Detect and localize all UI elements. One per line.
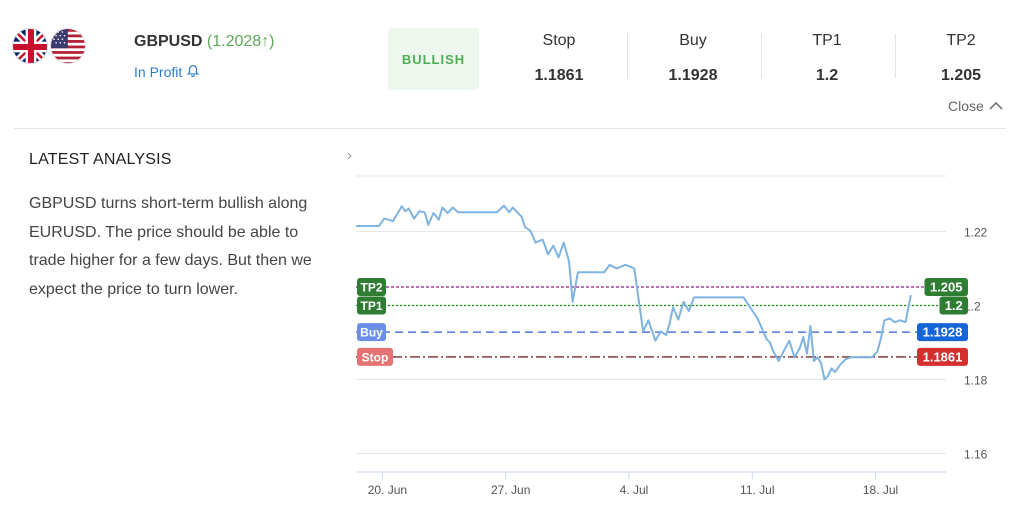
us-flag-icon [50,28,86,64]
y-tick-label: 1.16 [964,448,988,462]
level-badge-label: TP2 [360,281,382,295]
price-chart: 1.22 1.2 1.18 1.16 20. Jun 27. Jun 4. Jul 11. J… [347,152,988,497]
profit-status[interactable]: In Profit [134,63,200,80]
stop-label: Stop [542,32,576,49]
close-label: Close [948,98,984,114]
bell-icon[interactable] [186,63,200,80]
level-value-badge-tp2 [924,278,968,296]
tp2-level: TP2 1.205 [894,32,1024,85]
divider [895,34,896,78]
signal-badge: BULLISH [388,28,479,90]
level-badge-label: Buy [360,326,383,340]
analysis-text: GBPUSD turns short-term bullish along EU… [29,195,312,298]
tp2-value: 1.205 [940,67,982,84]
price-line [356,204,912,381]
x-tick-label: 20. Jun [368,483,407,497]
uk-flag-icon [12,28,48,64]
currency-flags [12,28,92,68]
pair-title: GBPUSD (1.2028↑) [134,33,275,51]
level-value-badge-buy [917,323,968,342]
chevron-right-icon[interactable] [347,152,352,160]
level-value-label: 1.1861 [923,349,963,364]
y-tick-label: 1.18 [964,374,988,388]
level-badge-label: TP1 [360,299,382,313]
level-badge-label: Stop [362,350,389,364]
divider [627,34,628,78]
pair-price: (1.2028↑) [206,33,275,50]
y-tick-label: 1.2 [964,300,981,314]
tp1-label: TP1 [812,32,842,49]
level-value-label: 1.205 [930,280,963,295]
level-value-badge-tp1 [939,296,968,315]
analysis-title: LATEST ANALYSIS [29,151,172,168]
x-tick-label: 18. Jul [863,483,898,497]
header-divider [14,128,1006,129]
tp1-value: 1.2 [815,67,839,84]
stop-value: 1.1861 [534,67,584,84]
level-badge-stop [357,347,393,366]
x-tick-label: 11. Jul [740,483,774,497]
buy-level: Buy 1.1928 [626,32,760,85]
level-badge-tp2 [357,278,386,296]
y-tick-label: 1.22 [964,226,988,240]
level-value-badge-stop [917,347,968,366]
status-label: In Profit [134,63,183,80]
tp2-label: TP2 [946,32,976,49]
close-button[interactable]: Close [948,98,1004,114]
level-value-label: 1.1928 [923,325,963,340]
stop-level: Stop 1.1861 [492,32,626,85]
pair-symbol: GBPUSD [134,33,203,50]
buy-label: Buy [679,32,707,49]
buy-value: 1.1928 [668,67,718,84]
x-tick-label: 27. Jun [491,483,530,497]
chevron-up-icon [988,98,1004,114]
level-badge-tp1 [357,296,386,315]
tp1-level: TP1 1.2 [760,32,894,85]
level-value-label: 1.2 [945,298,963,313]
x-tick-label: 4. Jul [620,483,649,497]
divider [761,34,762,78]
level-badge-buy [357,323,386,342]
